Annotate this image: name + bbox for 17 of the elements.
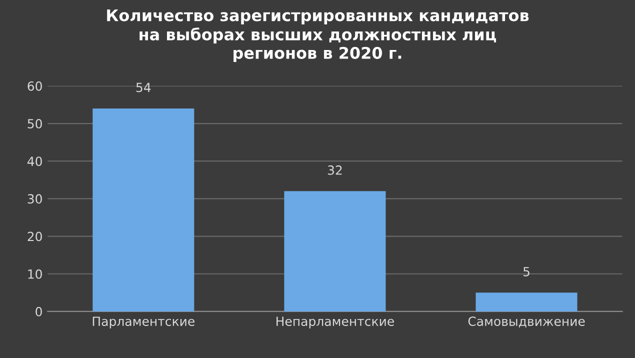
bar	[92, 108, 194, 312]
data-label: 5	[524, 267, 530, 276]
bar	[476, 292, 578, 312]
y-tick-label: 20	[28, 232, 42, 242]
bar	[284, 191, 386, 312]
data-label: 32	[328, 165, 342, 175]
y-tick-label: 50	[28, 118, 42, 128]
y-tick-label: 40	[27, 156, 42, 166]
y-tick-label: 30	[28, 194, 42, 204]
x-tick-label: Самовыдвижение	[468, 316, 585, 328]
y-tick-label: 0	[36, 306, 42, 316]
chart-title: Количество зарегистрированных кандидатов на выборах высших должностных лиц регионов в 2020 г.	[107, 9, 529, 62]
x-tick-label: Парламентские	[92, 316, 194, 328]
y-tick-label: 60	[28, 81, 42, 91]
data-label: 54	[136, 82, 151, 92]
x-tick-label: Непарламентские	[276, 316, 394, 328]
y-tick-label: 10	[28, 269, 42, 279]
